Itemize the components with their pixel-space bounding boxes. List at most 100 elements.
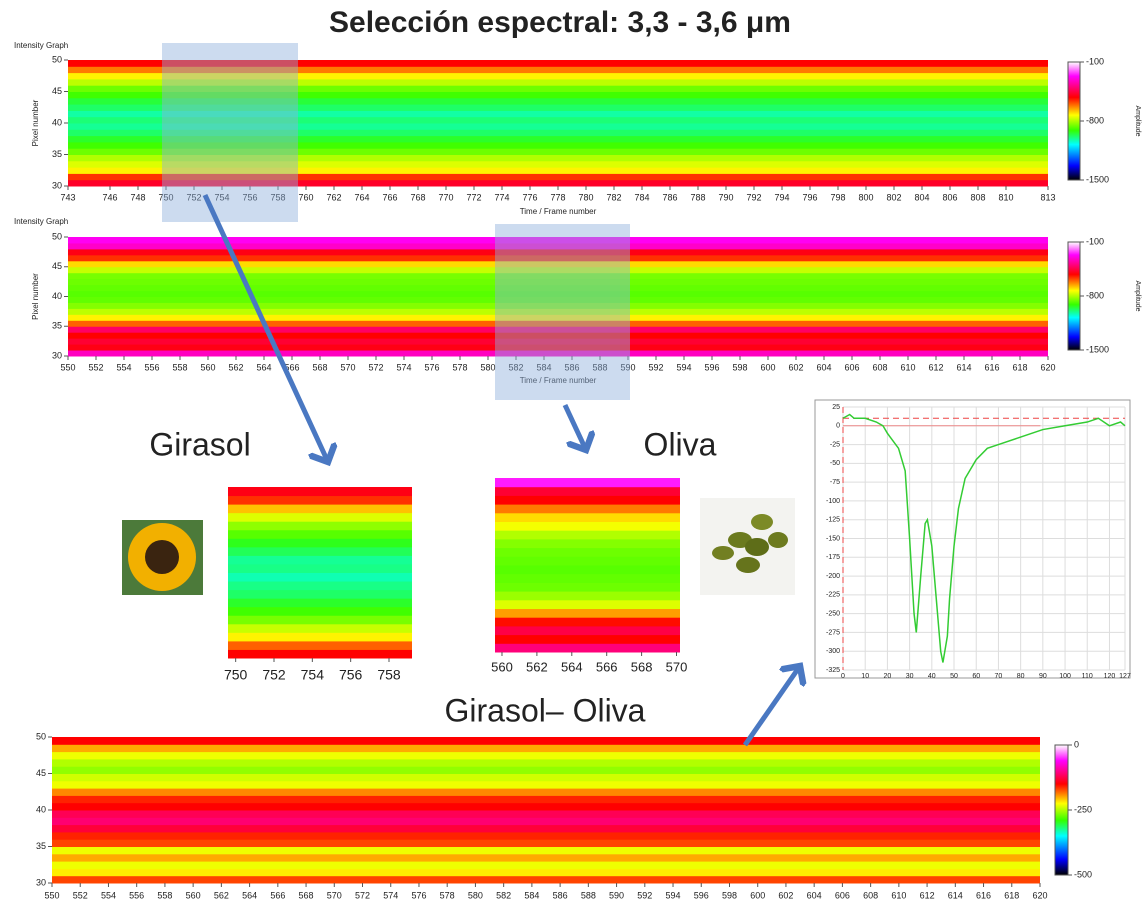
y-tick-label: -150 (826, 535, 840, 542)
x-tick-label: 760 (298, 192, 313, 202)
colorbar-tick-label: -800 (1086, 290, 1104, 300)
heatmap-row (495, 548, 680, 557)
x-tick-label: 774 (494, 192, 509, 202)
heatmap-row (228, 538, 412, 547)
x-tick-label: 620 (1032, 890, 1047, 900)
x-tick-label: 554 (101, 890, 116, 900)
x-tick-label: 746 (102, 192, 117, 202)
heatmap-row (495, 478, 680, 487)
x-tick-label: 580 (468, 890, 483, 900)
y-tick-label: -25 (830, 441, 840, 448)
heatmap-row (495, 513, 680, 522)
page: Selección espectral: 3,3 - 3,6 μm Giraso… (0, 0, 1147, 904)
x-tick-label: 804 (914, 192, 929, 202)
x-tick-label: 608 (872, 362, 887, 372)
x-tick-label: 762 (326, 192, 341, 202)
x-tick-label: 570 (340, 362, 355, 372)
x-tick-label: 556 (129, 890, 144, 900)
y-tick-label: 25 (832, 404, 840, 411)
y-tick-label: 30 (52, 350, 62, 360)
x-tick-label: 576 (424, 362, 439, 372)
heatmap-row (228, 624, 412, 633)
x-tick-label: 616 (976, 890, 991, 900)
colorbar-tick-label: -100 (1086, 236, 1104, 246)
x-tick-label: 556 (144, 362, 159, 372)
colorbar-label: Amplitude (1134, 280, 1141, 311)
x-tick-label: 562 (526, 659, 548, 674)
x-tick-label: 568 (631, 659, 653, 674)
heatmap-row (52, 795, 1040, 803)
x-tick-label: 782 (606, 192, 621, 202)
colorbar-tick-label: 0 (1074, 739, 1079, 749)
colorbar-tick-label: -800 (1086, 115, 1104, 125)
y-tick-label: -50 (830, 460, 840, 467)
heatmap-row (52, 876, 1040, 884)
heatmap-row (52, 737, 1040, 745)
x-tick-label: 602 (788, 362, 803, 372)
x-tick-label: 594 (676, 362, 691, 372)
x-tick-label: 572 (368, 362, 383, 372)
y-tick-label: -100 (826, 498, 840, 505)
x-tick-label: 40 (928, 673, 936, 680)
x-tick-label: 764 (354, 192, 369, 202)
y-tick-label: 50 (52, 231, 62, 241)
x-tick-label: 20 (884, 673, 892, 680)
x-tick-label: 768 (410, 192, 425, 202)
x-tick-label: 552 (88, 362, 103, 372)
x-tick-label: 598 (732, 362, 747, 372)
heatmap-row (495, 591, 680, 600)
y-tick-label: 35 (52, 149, 62, 159)
x-tick-label: 592 (637, 890, 652, 900)
x-tick-label: 796 (802, 192, 817, 202)
heatmap-row (228, 590, 412, 599)
y-tick-label: -275 (826, 629, 840, 636)
x-tick-label: 813 (1040, 192, 1055, 202)
y-tick-label: 0 (836, 423, 840, 430)
colorbar-label: Amplitude (1134, 105, 1141, 136)
x-tick-label: 568 (312, 362, 327, 372)
x-tick-label: 750 (224, 667, 248, 683)
x-tick-label: 756 (339, 667, 363, 683)
x-tick-label: 70 (995, 673, 1003, 680)
heatmap-row (52, 847, 1040, 855)
x-tick-label: 786 (662, 192, 677, 202)
x-tick-label: 602 (778, 890, 793, 900)
x-tick-label: 766 (382, 192, 397, 202)
y-tick-label: 40 (36, 804, 46, 814)
heatmap-row (495, 504, 680, 513)
heatmap-row (228, 641, 412, 650)
x-tick-label: 580 (480, 362, 495, 372)
x-tick-label: 574 (396, 362, 411, 372)
heatmap-row (228, 487, 412, 496)
heatmap-row (228, 513, 412, 522)
x-tick-label: 792 (746, 192, 761, 202)
y-tick-label: -250 (826, 610, 840, 617)
x-tick-label: 0 (841, 673, 845, 680)
x-tick-label: 778 (550, 192, 565, 202)
x-tick-label: 610 (900, 362, 915, 372)
y-tick-label: -200 (826, 573, 840, 580)
y-tick-label: 40 (52, 291, 62, 301)
heatmap-row (495, 582, 680, 591)
x-tick-label: 90 (1039, 673, 1047, 680)
heatmap-row (228, 530, 412, 539)
heatmap-row (52, 803, 1040, 811)
x-tick-label: 748 (130, 192, 145, 202)
x-tick-label: 752 (262, 667, 286, 683)
x-tick-label: 576 (411, 890, 426, 900)
heatmap-row (228, 581, 412, 590)
chart-title: Intensity Graph (14, 41, 68, 50)
heatmap-row (52, 781, 1040, 789)
y-tick-label: 45 (36, 768, 46, 778)
x-tick-label: 120 (1104, 673, 1116, 680)
olives-photo (700, 498, 795, 595)
heatmap-row (52, 868, 1040, 876)
heatmap-row (228, 521, 412, 530)
x-tick-label: 780 (578, 192, 593, 202)
x-tick-label: 127 (1119, 673, 1131, 680)
x-tick-label: 564 (561, 659, 583, 674)
x-tick-label: 30 (906, 673, 914, 680)
x-tick-label: 590 (609, 890, 624, 900)
y-tick-label: 30 (36, 877, 46, 887)
y-axis-label: Pixel number (31, 273, 40, 320)
